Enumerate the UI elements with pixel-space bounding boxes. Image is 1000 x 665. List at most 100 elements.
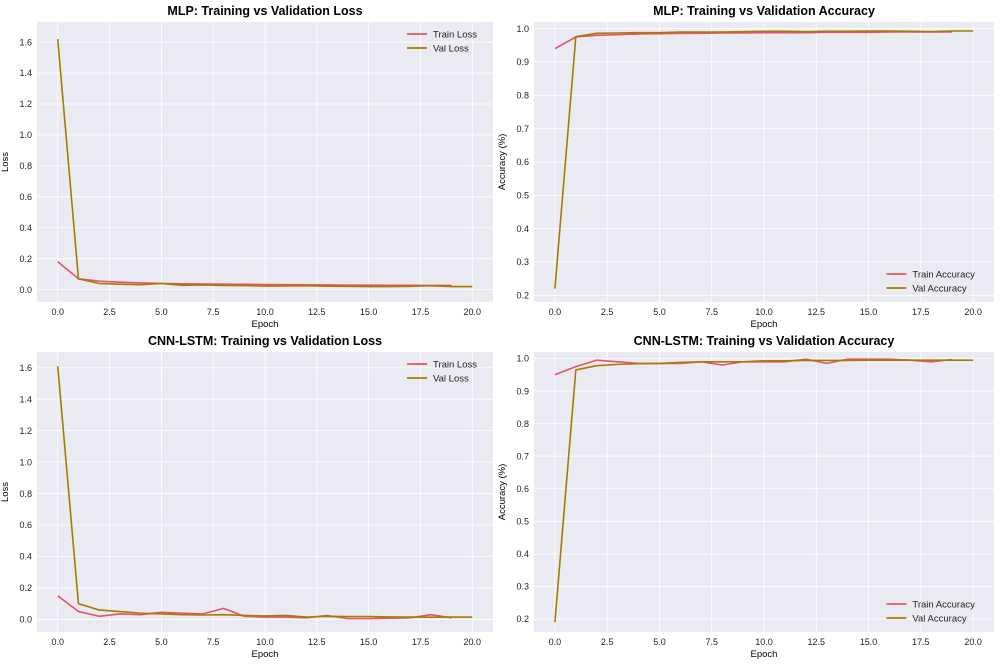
y-axis-label: Loss [0, 152, 11, 172]
legend-label: Val Loss [433, 373, 469, 384]
y-tick-label: 1.0 [19, 130, 32, 140]
legend-label: Val Accuracy [912, 283, 966, 294]
y-tick-label: 0.4 [516, 549, 529, 559]
series-line-val-accuracy [554, 30, 974, 289]
legend: Train Accuracy Val Accuracy [886, 269, 975, 294]
y-axis-label: Accuracy (%) [497, 464, 508, 520]
x-tick-label: 2.5 [601, 637, 614, 647]
y-tick-label: 1.0 [516, 24, 529, 34]
x-tick-label: 5.0 [653, 637, 666, 647]
y-tick-label: 0.8 [516, 419, 529, 429]
x-tick-label: 0.0 [51, 637, 64, 647]
x-tick-label: 10.0 [755, 307, 773, 317]
x-axis-label: Epoch [751, 319, 778, 330]
y-tick-label: 0.5 [516, 517, 529, 527]
x-tick-label: 15.0 [860, 307, 878, 317]
y-tick-label: 1.6 [19, 363, 32, 373]
x-tick-label: 2.5 [601, 307, 614, 317]
y-tick-label: 0.8 [19, 489, 32, 499]
chart-title: CNN-LSTM: Training vs Validation Loss [148, 334, 382, 348]
x-tick-label: 12.5 [808, 307, 826, 317]
chart-panel-3: 0.0 2.5 5.0 7.5 10.0 12.5 15.0 17.5 20.0 0.0 0.2 0.… [0, 334, 493, 660]
y-tick-label: 0.2 [516, 291, 529, 301]
x-tick-label: 17.5 [912, 637, 930, 647]
series-line-train-loss [57, 595, 452, 620]
x-tick-label: 12.5 [308, 637, 326, 647]
legend: Train Accuracy Val Accuracy [886, 599, 975, 624]
chart-panel-2: 0.0 2.5 5.0 7.5 10.0 12.5 15.0 17.5 20.0 0.2 0.3 0.… [497, 4, 994, 330]
series-line-train-loss [57, 261, 452, 287]
x-tick-label: 12.5 [308, 307, 326, 317]
x-tick-label: 5.0 [155, 307, 168, 317]
legend: Train Loss Val Loss [407, 359, 477, 384]
x-tick-label: 10.0 [256, 637, 274, 647]
x-tick-label: 0.0 [549, 637, 562, 647]
x-axis-label: Epoch [252, 319, 279, 330]
y-tick-label: 1.2 [19, 426, 32, 436]
legend-label: Val Loss [433, 43, 469, 54]
x-tick-label: 20.0 [464, 307, 482, 317]
x-tick-label: 17.5 [412, 307, 430, 317]
legend-label: Train Accuracy [912, 599, 975, 610]
x-tick-label: 15.0 [360, 637, 378, 647]
x-tick-label: 12.5 [808, 637, 826, 647]
y-tick-label: 0.3 [516, 582, 529, 592]
y-tick-label: 0.2 [19, 254, 32, 264]
y-tick-label: 0.4 [19, 223, 32, 233]
x-tick-label: 17.5 [912, 307, 930, 317]
x-tick-label: 7.5 [207, 637, 220, 647]
y-tick-label: 0.6 [516, 157, 529, 167]
y-tick-label: 0.3 [516, 257, 529, 267]
y-tick-label: 0.0 [19, 615, 32, 625]
x-tick-label: 20.0 [964, 307, 982, 317]
chart-title: CNN-LSTM: Training vs Validation Accurac… [634, 334, 895, 348]
y-tick-label: 0.6 [19, 192, 32, 202]
series-line-train-accuracy [554, 31, 953, 50]
series-line-val-loss [56, 366, 473, 619]
x-tick-label: 10.0 [256, 307, 274, 317]
y-tick-label: 0.0 [19, 285, 32, 295]
legend: Train Loss Val Loss [407, 29, 477, 54]
y-tick-label: 0.9 [516, 386, 529, 396]
y-tick-label: 1.2 [19, 99, 32, 109]
x-axis-label: Epoch [751, 649, 778, 660]
x-tick-label: 15.0 [860, 637, 878, 647]
y-tick-label: 0.2 [19, 583, 32, 593]
y-tick-label: 0.8 [19, 161, 32, 171]
x-tick-label: 10.0 [755, 637, 773, 647]
x-tick-label: 5.0 [155, 637, 168, 647]
y-tick-label: 0.7 [516, 451, 529, 461]
y-tick-label: 1.4 [19, 394, 32, 404]
chart-title: MLP: Training vs Validation Accuracy [653, 4, 875, 18]
x-tick-label: 7.5 [705, 307, 718, 317]
y-tick-label: 0.4 [516, 224, 529, 234]
y-tick-label: 0.7 [516, 124, 529, 134]
x-tick-label: 17.5 [412, 637, 430, 647]
x-tick-label: 20.0 [464, 637, 482, 647]
chart-panel-1: 0.0 2.5 5.0 7.5 10.0 12.5 15.0 17.5 20.0 0.0 0.2 0.… [0, 4, 493, 330]
y-tick-label: 0.4 [19, 552, 32, 562]
chart-panel-4: 0.0 2.5 5.0 7.5 10.0 12.5 15.0 17.5 20.0 0.2 0.3 0.… [497, 334, 994, 660]
x-axis-label: Epoch [252, 649, 279, 660]
legend-label: Train Accuracy [912, 269, 975, 280]
x-tick-label: 15.0 [360, 307, 378, 317]
y-axis-label: Accuracy (%) [497, 134, 508, 190]
x-tick-label: 5.0 [653, 307, 666, 317]
x-tick-label: 2.5 [103, 307, 116, 317]
legend-label: Val Accuracy [912, 613, 966, 624]
x-tick-label: 0.0 [51, 307, 64, 317]
chart-title: MLP: Training vs Validation Loss [167, 4, 362, 18]
y-tick-label: 0.5 [516, 191, 529, 201]
y-tick-label: 0.9 [516, 57, 529, 67]
x-tick-label: 0.0 [549, 307, 562, 317]
y-tick-label: 1.6 [19, 37, 32, 47]
series-line-val-accuracy [554, 359, 974, 623]
legend-label: Train Loss [433, 29, 477, 40]
x-tick-label: 7.5 [705, 637, 718, 647]
y-tick-label: 1.0 [19, 457, 32, 467]
legend-label: Train Loss [433, 359, 477, 370]
series-line-val-loss [56, 38, 473, 288]
y-tick-label: 0.2 [516, 614, 529, 624]
